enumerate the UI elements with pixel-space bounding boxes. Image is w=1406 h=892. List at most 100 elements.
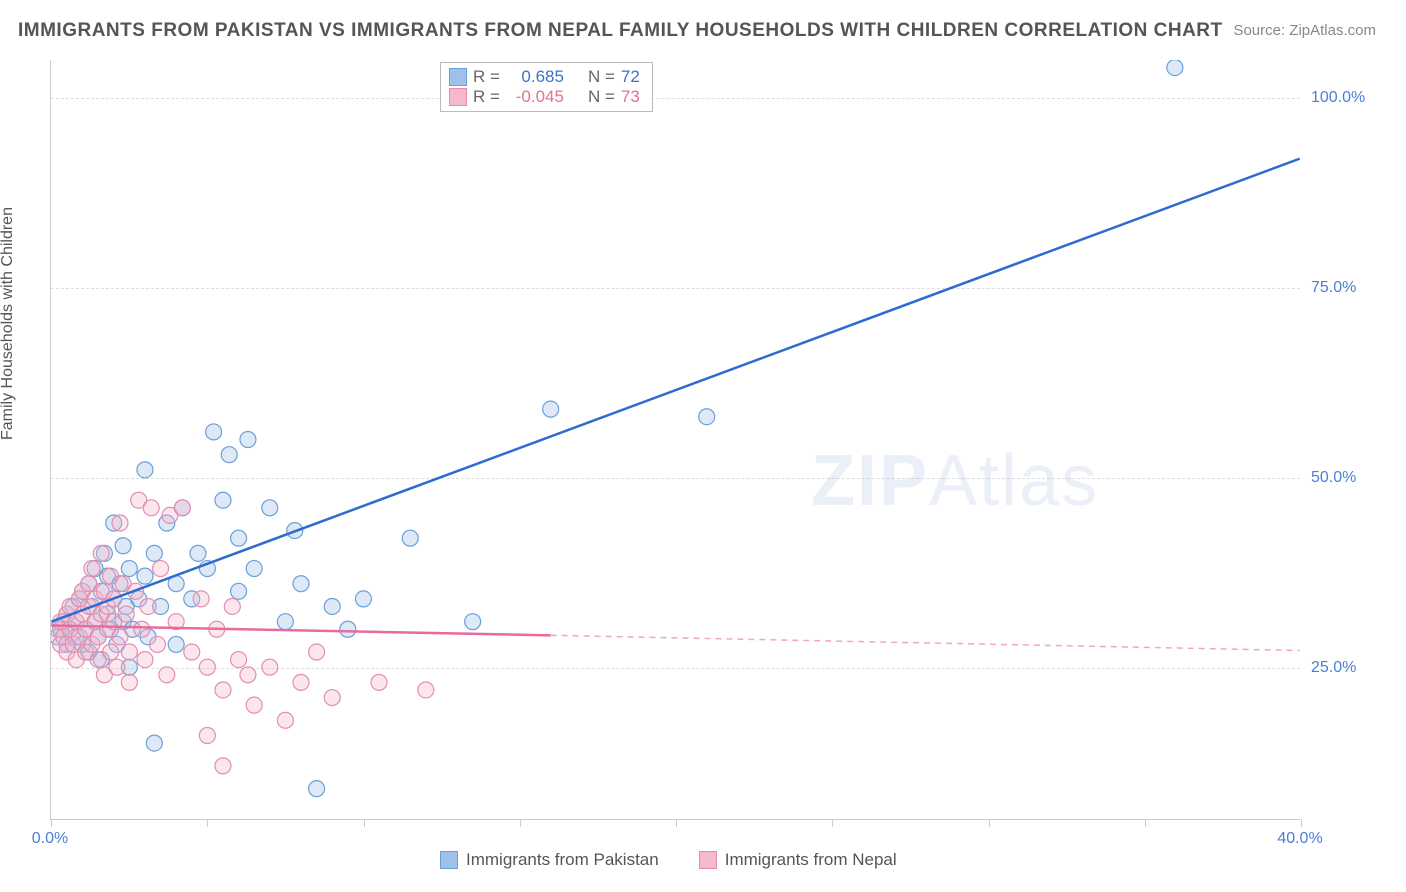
data-point [246,697,262,713]
data-point [543,401,559,417]
data-point [137,652,153,668]
data-point [324,690,340,706]
data-point [371,674,387,690]
data-point [159,667,175,683]
data-point [418,682,434,698]
legend-swatch [449,68,467,86]
data-point [465,614,481,630]
x-tick-label: 40.0% [1277,830,1322,848]
data-point [340,621,356,637]
data-point [1167,60,1183,76]
chart-svg [51,60,1300,819]
data-point [93,545,109,561]
data-point [221,447,237,463]
data-point [215,758,231,774]
series-legend-item: Immigrants from Pakistan [440,850,659,870]
data-point [112,629,128,645]
data-point [246,561,262,577]
data-point [137,462,153,478]
x-tick [676,819,677,827]
x-tick [1301,819,1302,827]
data-point [240,432,256,448]
stats-legend-row: R = -0.045 N = 73 [449,87,640,107]
data-point [109,659,125,675]
x-tick [1145,819,1146,827]
n-label: N = [588,87,615,107]
data-point [224,598,240,614]
n-value: 73 [621,87,640,107]
y-axis-label: Family Households with Children [0,207,17,440]
series-name: Immigrants from Pakistan [466,850,659,870]
data-point [118,606,134,622]
data-point [231,530,247,546]
data-point [215,682,231,698]
data-point [149,636,165,652]
x-tick [207,819,208,827]
data-point [112,515,128,531]
data-point [146,735,162,751]
series-name: Immigrants from Nepal [725,850,897,870]
data-point [215,492,231,508]
data-point [199,659,215,675]
data-point [293,576,309,592]
data-point [309,781,325,797]
legend-swatch [699,851,717,869]
source-attribution: Source: ZipAtlas.com [1233,22,1376,39]
r-value: -0.045 [506,87,564,107]
legend-swatch [449,88,467,106]
data-point [355,591,371,607]
data-point [277,712,293,728]
data-point [309,644,325,660]
n-value: 72 [621,67,640,87]
data-point [103,644,119,660]
data-point [168,636,184,652]
y-tick-label: 25.0% [1311,659,1356,677]
chart-plot-area: ZIPAtlas 25.0%50.0%75.0%100.0% [50,60,1300,820]
data-point [231,583,247,599]
x-tick [520,819,521,827]
data-point [134,621,150,637]
data-point [121,674,137,690]
data-point [206,424,222,440]
x-tick [364,819,365,827]
series-legend-item: Immigrants from Nepal [699,850,897,870]
data-point [699,409,715,425]
y-tick-label: 75.0% [1311,279,1356,297]
data-point [115,538,131,554]
trend-line [51,159,1299,622]
data-point [240,667,256,683]
data-point [153,561,169,577]
y-tick-label: 100.0% [1311,89,1365,107]
x-tick-label: 0.0% [32,830,68,848]
data-point [262,500,278,516]
data-point [174,500,190,516]
x-tick [832,819,833,827]
x-tick [51,819,52,827]
n-label: N = [588,67,615,87]
data-point [146,545,162,561]
legend-swatch [440,851,458,869]
data-point [184,644,200,660]
data-point [121,644,137,660]
data-point [193,591,209,607]
trend-line-dashed [551,635,1300,650]
data-point [137,568,153,584]
data-point [277,614,293,630]
data-point [199,728,215,744]
r-label: R = [473,67,500,87]
data-point [324,598,340,614]
data-point [231,652,247,668]
chart-title: IMMIGRANTS FROM PAKISTAN VS IMMIGRANTS F… [18,20,1223,42]
r-label: R = [473,87,500,107]
data-point [190,545,206,561]
data-point [121,561,137,577]
data-point [84,561,100,577]
x-tick [989,819,990,827]
data-point [140,598,156,614]
data-point [81,576,97,592]
data-point [262,659,278,675]
y-tick-label: 50.0% [1311,469,1356,487]
stats-legend: R =0.685N =72R =-0.045N =73 [440,62,653,112]
series-legend: Immigrants from Pakistan Immigrants from … [440,850,897,870]
data-point [143,500,159,516]
